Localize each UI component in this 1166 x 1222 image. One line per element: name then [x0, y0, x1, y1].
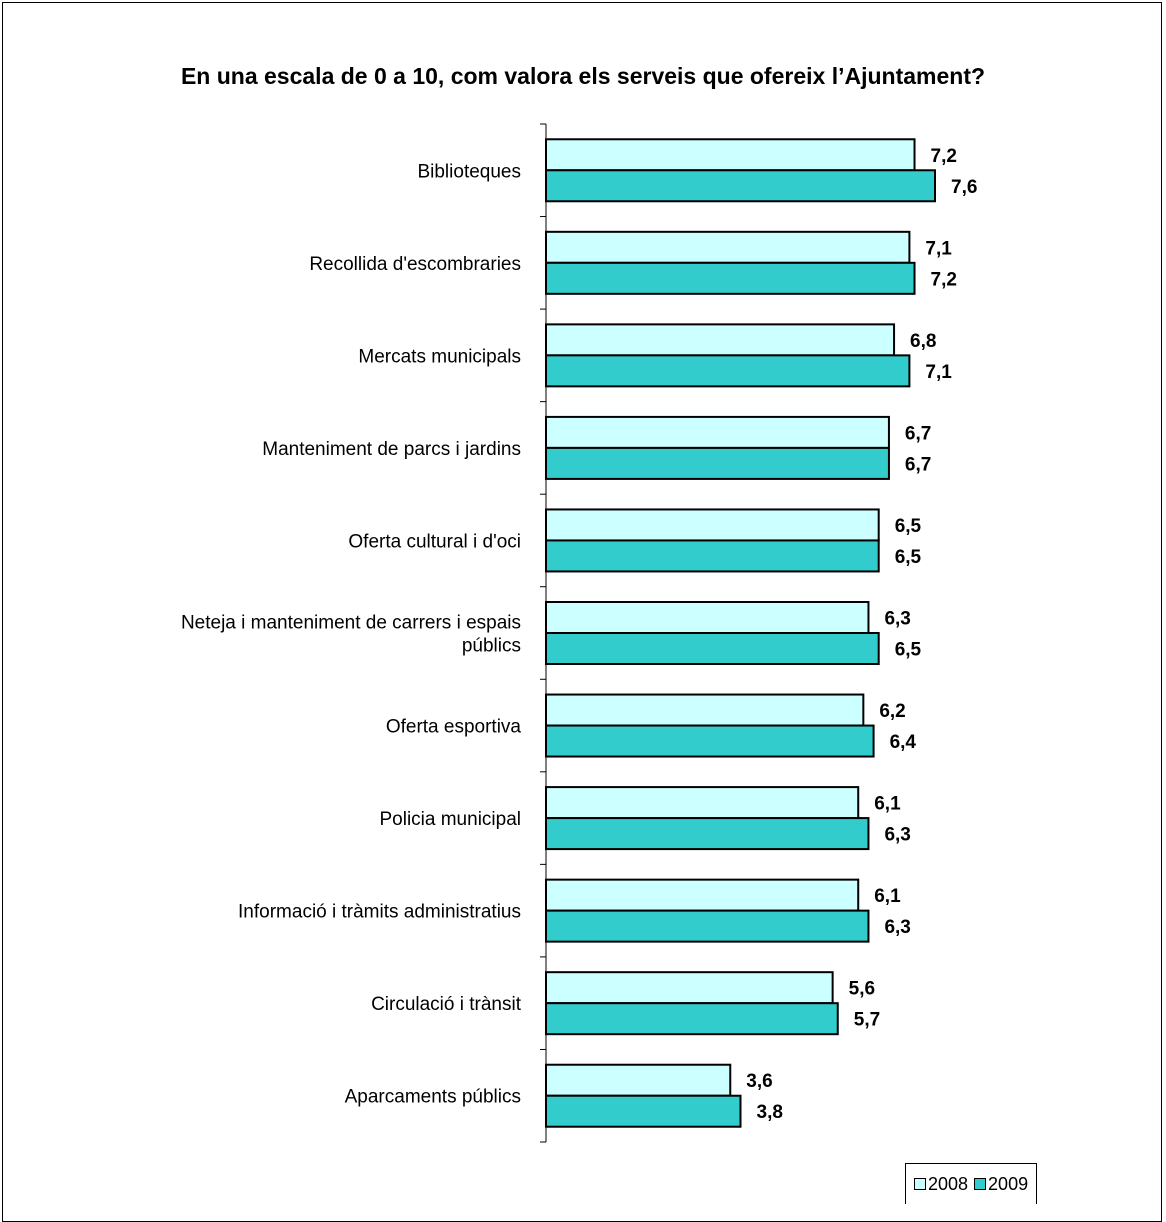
data-label-2009: 6,4	[890, 732, 917, 753]
legend-swatch-2008	[914, 1178, 926, 1190]
data-label-2008: 6,1	[874, 794, 901, 815]
bar-2009	[545, 169, 936, 203]
category-label: Manteniment de parcs i jardins	[262, 439, 521, 460]
category-label-line: públics	[462, 636, 521, 657]
legend-label-2009: 2009	[988, 1173, 1029, 1194]
data-label-2009: 7,2	[931, 269, 957, 290]
bar-2008	[545, 323, 896, 357]
bar-2009	[545, 539, 880, 573]
bar-2008	[545, 786, 860, 820]
category-label-line: Biblioteques	[417, 161, 521, 182]
data-label-2009: 6,5	[895, 547, 922, 568]
bar-2009	[545, 724, 875, 758]
bar-2009	[545, 446, 890, 480]
bar-2009	[545, 354, 911, 388]
data-label-2009: 6,7	[905, 454, 931, 475]
bar-2009	[545, 632, 880, 665]
data-label-2008: 7,1	[925, 238, 952, 259]
bar-2008	[545, 1063, 732, 1097]
data-label-2009: 5,7	[854, 1010, 880, 1031]
bar-2008	[545, 138, 916, 172]
category-label: Recollida d'escombraries	[309, 254, 521, 275]
category-label: Aparcaments públics	[345, 1087, 521, 1108]
bar-2008	[545, 230, 911, 264]
category-label: Biblioteques	[417, 161, 521, 182]
category-label-line: Circulació i trànsit	[371, 994, 522, 1015]
bar-2009	[545, 1094, 742, 1128]
category-label: Circulació i trànsit	[371, 994, 522, 1015]
category-label-line: Informació i tràmits administratius	[238, 902, 521, 923]
category-label-line: Aparcaments públics	[345, 1087, 521, 1108]
legend-item-2009: 2009	[974, 1174, 1028, 1195]
bar-2009	[545, 261, 916, 295]
data-label-2008: 6,1	[874, 886, 901, 907]
bar-2008	[545, 601, 870, 634]
category-label: Neteja i manteniment de carrers i espais…	[181, 613, 521, 657]
data-label-2008: 3,6	[746, 1071, 772, 1092]
data-label-2008: 6,8	[910, 331, 936, 352]
legend-label-2008: 2008	[928, 1173, 969, 1194]
data-label-2009: 7,1	[925, 362, 952, 383]
category-label: Mercats municipals	[358, 346, 521, 367]
category-label-line: Recollida d'escombraries	[309, 254, 521, 275]
data-label-2009: 6,5	[895, 640, 922, 661]
data-label-2008: 5,6	[849, 979, 875, 1000]
data-label-2008: 6,2	[879, 701, 905, 722]
legend-item-2008: 2008	[914, 1174, 968, 1195]
data-label-2009: 7,6	[951, 177, 977, 198]
data-label-2008: 6,5	[895, 516, 922, 537]
bar-2008	[545, 878, 860, 912]
bar-2009	[545, 1002, 839, 1036]
bar-2008	[545, 693, 865, 727]
chart-title: En una escala de 0 a 10, com valora els …	[180, 63, 986, 89]
bar-2008	[545, 508, 880, 542]
category-label-line: Oferta cultural i d'oci	[348, 531, 521, 552]
bar-2008	[545, 415, 890, 449]
category-label-line: Oferta esportiva	[386, 717, 522, 738]
category-label: Oferta esportiva	[386, 717, 522, 738]
category-label-line: Neteja i manteniment de carrers i espais	[181, 613, 521, 634]
category-label-line: Manteniment de parcs i jardins	[262, 439, 521, 460]
category-label-line: Policia municipal	[379, 809, 521, 830]
data-label-2008: 6,3	[884, 609, 910, 630]
data-label-2009: 3,8	[757, 1102, 783, 1123]
category-label: Oferta cultural i d'oci	[348, 531, 521, 552]
bar-2009	[545, 817, 870, 851]
bar-2008	[545, 971, 834, 1005]
data-label-2009: 6,3	[884, 825, 910, 846]
legend: 2008 2009	[905, 1163, 1038, 1204]
legend-swatch-2009	[974, 1178, 987, 1190]
data-label-2008: 7,2	[931, 146, 957, 167]
data-label-2009: 6,3	[884, 917, 910, 938]
data-label-2008: 6,7	[905, 423, 931, 444]
category-label: Informació i tràmits administratius	[238, 902, 521, 923]
bar-2009	[545, 909, 870, 943]
category-label-line: Mercats municipals	[358, 346, 521, 367]
category-label: Policia municipal	[379, 809, 521, 830]
